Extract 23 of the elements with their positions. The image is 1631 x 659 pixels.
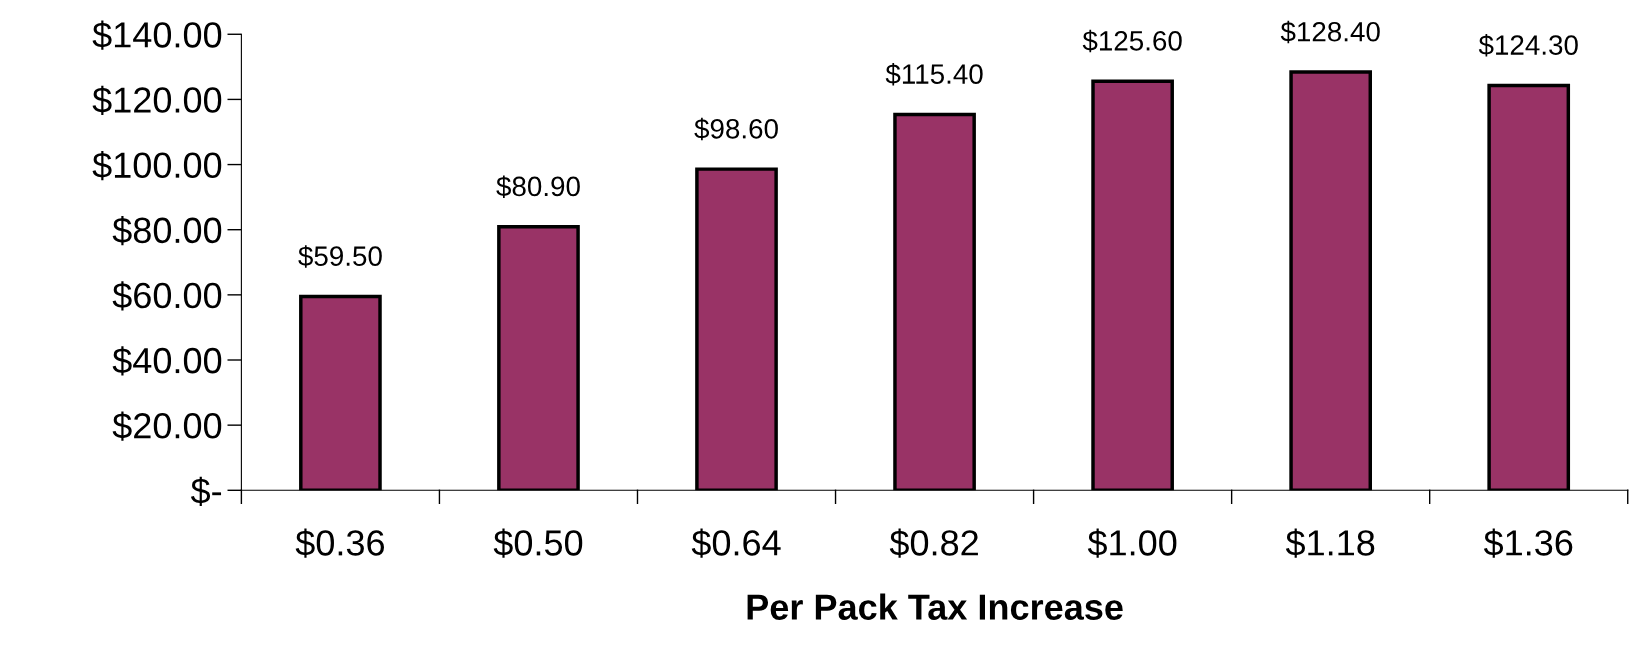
x-tick-label: $0.64 [691,528,781,558]
data-label: $125.60 [1082,29,1182,53]
y-tick-label: $120.00 [92,85,222,115]
x-tick-label: $1.36 [1483,528,1573,558]
data-label: $128.40 [1280,20,1380,44]
data-label: $115.40 [885,63,983,86]
y-tick-label: $60.00 [112,281,222,311]
y-tick-label: $140.00 [92,20,222,50]
y-tick-label: $80.00 [112,216,222,246]
x-tick-label: $0.36 [295,528,385,558]
data-label: $98.60 [694,117,778,141]
x-tick-label: $1.00 [1087,528,1177,558]
data-label: $80.90 [496,175,580,198]
x-axis-title: Per Pack Tax Increase [747,593,1123,620]
x-tick-label: $1.18 [1285,528,1375,558]
x-tick-label: $0.82 [889,528,978,558]
data-label: $124.30 [1478,34,1578,57]
x-tick-label: $0.50 [493,528,583,558]
y-tick-label: $20.00 [112,411,222,441]
data-label: $59.50 [298,245,382,268]
y-tick-label: $100.00 [92,150,222,181]
y-tick-label: $- [190,476,222,506]
y-tick-label: $40.00 [112,346,222,376]
